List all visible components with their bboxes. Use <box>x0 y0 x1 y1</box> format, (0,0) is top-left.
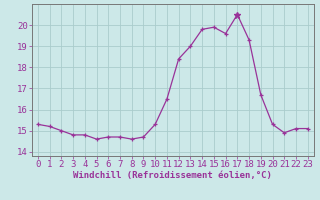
X-axis label: Windchill (Refroidissement éolien,°C): Windchill (Refroidissement éolien,°C) <box>73 171 272 180</box>
